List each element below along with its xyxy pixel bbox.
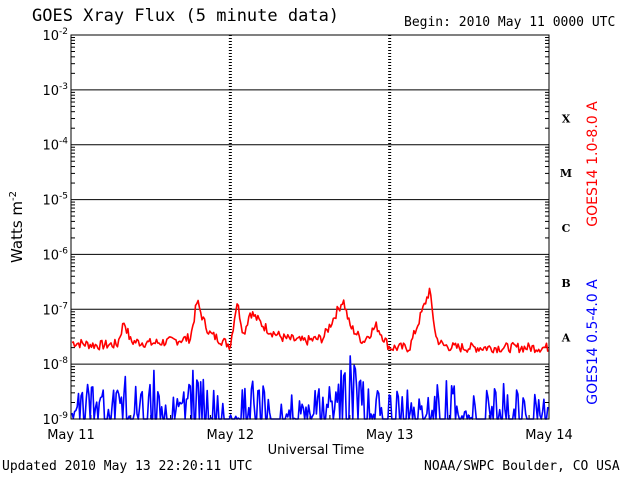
y-tick-base: 10 — [42, 194, 59, 209]
series-layer — [71, 287, 549, 420]
y-tick-label: 10-2 — [42, 27, 68, 44]
y-tick-exponent: -4 — [59, 137, 68, 147]
y-tick-exponent: -7 — [59, 301, 68, 311]
x-tick-label: May 12 — [207, 428, 255, 443]
flare-class-label: C — [562, 222, 571, 235]
y-tick-label: 10-4 — [42, 137, 68, 154]
y-tick-exponent: -2 — [59, 27, 68, 37]
y-tick-base: 10 — [42, 139, 59, 154]
x-tick-label: May 14 — [525, 428, 573, 443]
y-tick-base: 10 — [42, 29, 59, 44]
credit-line: NOAA/SWPC Boulder, CO USA — [424, 459, 620, 474]
y-tick-base: 10 — [42, 413, 59, 428]
y-axis-label-superscript: -2 — [8, 191, 19, 201]
y-tick-label: 10-3 — [42, 82, 68, 99]
flare-class-label: B — [561, 277, 570, 290]
y-tick-exponent: -5 — [59, 192, 68, 202]
flare-class-label: M — [560, 167, 572, 180]
y-tick-exponent: -3 — [59, 82, 68, 92]
legend-short-channel: GOES14 0.5-4.0 A — [585, 279, 601, 405]
y-tick-base: 10 — [42, 358, 59, 373]
legend-long-channel: GOES14 1.0-8.0 A — [585, 101, 601, 227]
y-axis-label: Watts m-2 — [8, 191, 26, 263]
y-tick-label: 10-6 — [42, 246, 68, 263]
series-long-channel — [71, 287, 549, 354]
begin-time: Begin: 2010 May 11 0000 UTC — [404, 15, 616, 30]
chart-title: GOES Xray Flux (5 minute data) — [32, 6, 340, 26]
flare-class-label: X — [562, 112, 571, 125]
y-tick-exponent: -9 — [59, 411, 68, 421]
y-tick-base: 10 — [42, 248, 59, 263]
plot-frame — [70, 34, 550, 420]
y-tick-label: 10-8 — [42, 356, 68, 373]
y-tick-label: 10-9 — [42, 411, 68, 428]
y-tick-label: 10-5 — [42, 192, 68, 209]
updated-timestamp: Updated 2010 May 13 22:20:11 UTC — [2, 459, 253, 474]
y-tick-base: 10 — [42, 303, 59, 318]
grid-layer — [71, 35, 549, 419]
y-tick-exponent: -6 — [59, 246, 68, 256]
flare-class-label: A — [561, 332, 571, 345]
y-tick-base: 10 — [42, 84, 59, 99]
x-tick-label: May 11 — [47, 428, 95, 443]
y-tick-exponent: -8 — [59, 356, 68, 366]
x-tick-label: May 13 — [366, 428, 414, 443]
y-tick-label: 10-7 — [42, 301, 68, 318]
x-axis-label: Universal Time — [268, 443, 365, 458]
tick-layer — [71, 37, 549, 419]
series-short-channel — [71, 355, 549, 420]
